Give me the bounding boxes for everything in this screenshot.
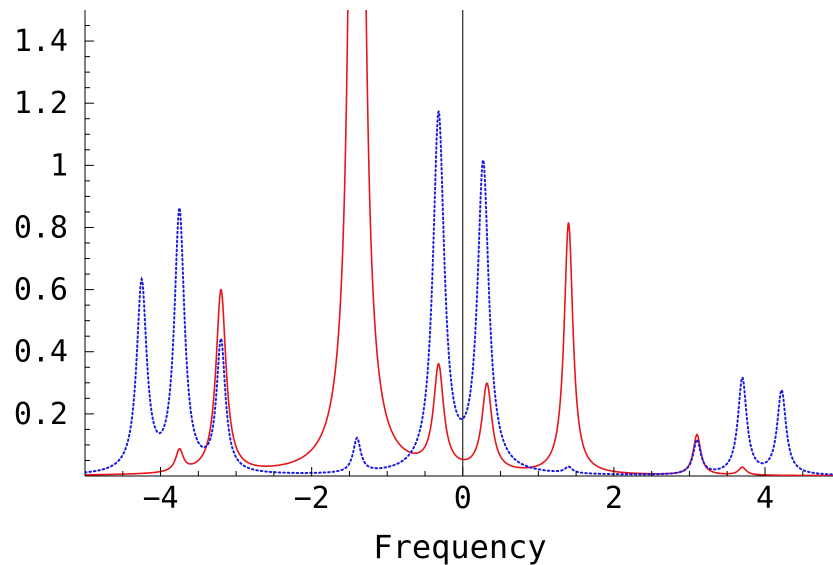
x-tick-label: 4 (756, 481, 774, 516)
x-axis-title: Frequency (373, 528, 546, 565)
x-tick-label: −4 (142, 481, 178, 516)
y-tick-label: 0.8 (14, 210, 68, 245)
plot-frame (84, 10, 833, 477)
series-line-1 (85, 10, 833, 476)
y-axis-ticks: 0.2 0.4 0.6 0.8 1 1.2 1.4 (14, 24, 94, 461)
y-tick-label: 1 (50, 148, 68, 183)
y-tick-label: 0.6 (14, 273, 68, 308)
series-line-2 (85, 107, 833, 476)
series-layer (85, 10, 833, 476)
y-tick-label: 0.4 (14, 335, 68, 370)
x-tick-label: 2 (605, 481, 623, 516)
y-tick-label: 1.2 (14, 86, 68, 121)
y-tick-label: 0.2 (14, 397, 68, 432)
x-axis-ticks: −4 −2 0 2 4 (84, 467, 804, 516)
y-tick-label: 1.4 (14, 24, 68, 59)
x-tick-label: 0 (454, 481, 472, 516)
x-tick-label: −2 (294, 481, 330, 516)
